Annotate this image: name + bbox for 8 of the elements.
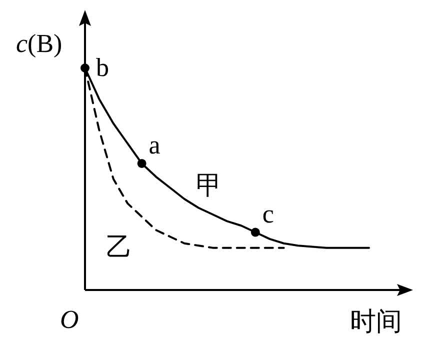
annotation: b [96,53,109,82]
x-axis-title: 时间 [350,307,402,336]
series-label: 甲 [196,170,222,200]
annotation: a [148,130,161,160]
annotation: c [262,199,274,228]
text: O [60,305,79,334]
series-label: 乙 [106,232,132,262]
y-axis-title: c(B) [16,29,62,58]
